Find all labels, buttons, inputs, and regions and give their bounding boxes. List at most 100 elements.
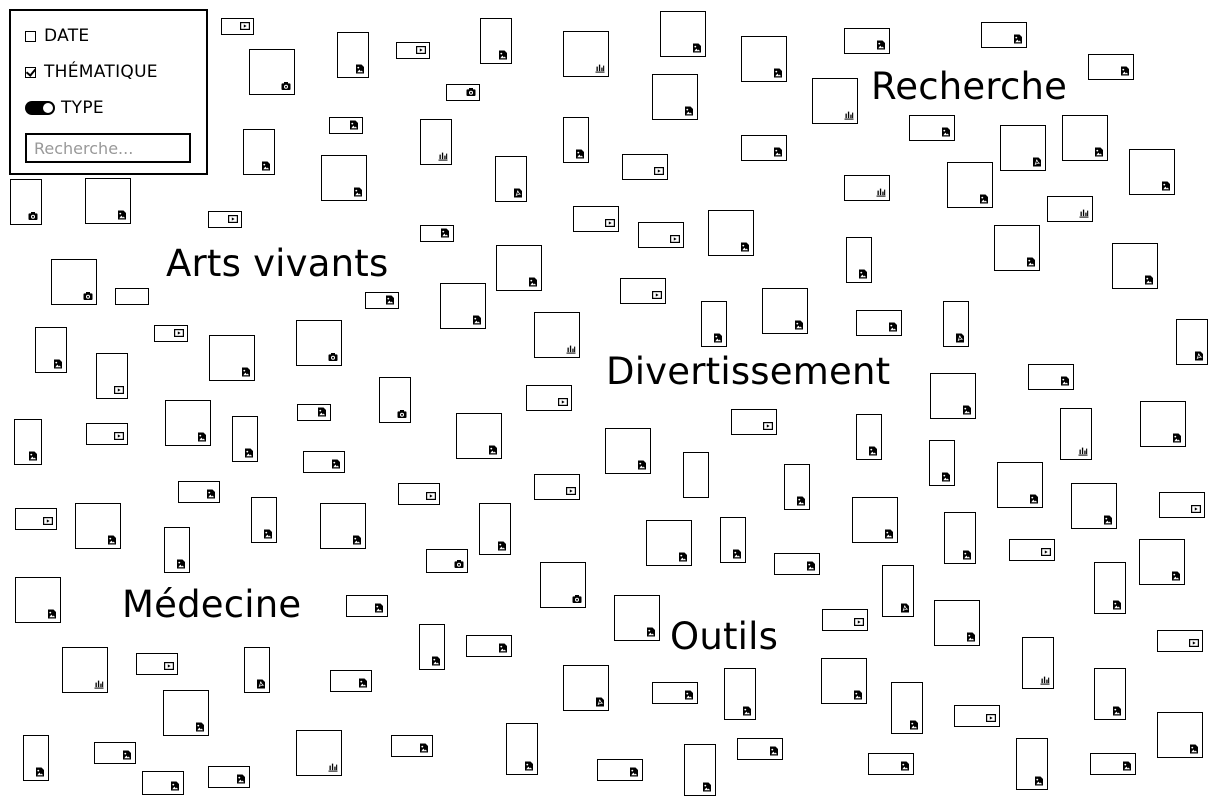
media-tile[interactable] bbox=[929, 440, 955, 486]
media-tile[interactable] bbox=[1062, 115, 1108, 161]
media-tile[interactable] bbox=[297, 404, 331, 421]
media-tile[interactable] bbox=[244, 647, 270, 693]
media-tile[interactable] bbox=[466, 635, 512, 657]
filter-type[interactable]: TYPE bbox=[25, 98, 104, 118]
media-tile[interactable] bbox=[981, 22, 1027, 48]
media-tile[interactable] bbox=[85, 178, 131, 224]
media-tile[interactable] bbox=[882, 565, 914, 617]
checkbox-checked-icon[interactable] bbox=[25, 66, 36, 78]
media-tile[interactable] bbox=[23, 735, 49, 781]
media-tile[interactable] bbox=[1071, 483, 1117, 529]
media-tile[interactable] bbox=[724, 668, 756, 720]
media-tile[interactable] bbox=[419, 624, 445, 670]
media-tile[interactable] bbox=[1157, 712, 1203, 758]
media-tile[interactable] bbox=[303, 451, 345, 473]
media-tile[interactable] bbox=[1022, 637, 1054, 689]
media-tile[interactable] bbox=[1047, 196, 1093, 222]
media-tile[interactable] bbox=[221, 18, 254, 35]
media-tile[interactable] bbox=[1090, 753, 1136, 775]
media-tile[interactable] bbox=[954, 705, 1000, 727]
media-tile[interactable] bbox=[330, 670, 372, 692]
media-tile[interactable] bbox=[480, 18, 512, 64]
media-tile[interactable] bbox=[243, 129, 275, 175]
media-tile[interactable] bbox=[208, 211, 242, 228]
media-tile[interactable] bbox=[534, 474, 580, 500]
media-tile[interactable] bbox=[296, 320, 342, 366]
media-tile[interactable] bbox=[440, 283, 486, 329]
media-tile[interactable] bbox=[446, 84, 480, 101]
media-tile[interactable] bbox=[737, 738, 783, 760]
media-tile[interactable] bbox=[620, 278, 666, 304]
media-tile[interactable] bbox=[660, 11, 706, 57]
media-tile[interactable] bbox=[684, 744, 716, 796]
media-tile[interactable] bbox=[115, 288, 149, 305]
media-tile[interactable] bbox=[856, 310, 902, 336]
media-tile[interactable] bbox=[1009, 539, 1055, 561]
media-tile[interactable] bbox=[934, 600, 980, 646]
media-tile[interactable] bbox=[701, 301, 727, 347]
media-tile[interactable] bbox=[178, 481, 220, 503]
media-tile[interactable] bbox=[563, 117, 589, 163]
media-tile[interactable] bbox=[605, 428, 651, 474]
media-tile[interactable] bbox=[652, 682, 698, 704]
media-tile[interactable] bbox=[563, 31, 609, 77]
media-tile[interactable] bbox=[534, 312, 580, 358]
media-tile[interactable] bbox=[994, 225, 1040, 271]
media-tile[interactable] bbox=[154, 325, 188, 342]
media-tile[interactable] bbox=[398, 483, 440, 505]
media-tile[interactable] bbox=[94, 742, 136, 764]
media-tile[interactable] bbox=[708, 210, 754, 256]
media-tile[interactable] bbox=[296, 730, 342, 776]
filter-date[interactable]: DATE bbox=[25, 26, 89, 46]
media-tile[interactable] bbox=[320, 503, 366, 549]
category-label-divertissement[interactable]: Divertissement bbox=[606, 350, 891, 393]
media-tile[interactable] bbox=[379, 377, 411, 423]
media-tile[interactable] bbox=[762, 288, 808, 334]
search-input[interactable] bbox=[25, 133, 191, 163]
media-tile[interactable] bbox=[868, 753, 914, 775]
media-tile[interactable] bbox=[930, 373, 976, 419]
media-tile[interactable] bbox=[1112, 243, 1158, 289]
media-tile[interactable] bbox=[731, 409, 777, 435]
category-label-recherche[interactable]: Recherche bbox=[871, 65, 1068, 108]
checkbox-icon[interactable] bbox=[25, 30, 36, 42]
media-tile[interactable] bbox=[396, 42, 430, 59]
media-tile[interactable] bbox=[573, 206, 619, 232]
media-tile[interactable] bbox=[35, 327, 67, 373]
media-tile[interactable] bbox=[683, 452, 709, 498]
media-tile[interactable] bbox=[652, 74, 698, 120]
media-tile[interactable] bbox=[891, 682, 923, 734]
media-tile[interactable] bbox=[812, 78, 858, 124]
media-tile[interactable] bbox=[1000, 125, 1046, 171]
media-tile[interactable] bbox=[1028, 364, 1074, 390]
media-tile[interactable] bbox=[1176, 319, 1208, 365]
media-tile[interactable] bbox=[426, 549, 468, 573]
media-tile[interactable] bbox=[329, 117, 363, 134]
media-tile[interactable] bbox=[540, 562, 586, 608]
media-tile[interactable] bbox=[346, 595, 388, 617]
media-tile[interactable] bbox=[249, 49, 295, 95]
media-tile[interactable] bbox=[944, 512, 976, 564]
media-tile[interactable] bbox=[495, 156, 527, 202]
media-tile[interactable] bbox=[321, 155, 367, 201]
media-tile[interactable] bbox=[51, 259, 97, 305]
media-tile[interactable] bbox=[614, 595, 660, 641]
media-tile[interactable] bbox=[136, 653, 178, 675]
media-tile[interactable] bbox=[563, 665, 609, 711]
media-tile[interactable] bbox=[337, 32, 369, 78]
media-tile[interactable] bbox=[208, 766, 250, 788]
media-tile[interactable] bbox=[774, 553, 820, 575]
filter-thematique[interactable]: THÉMATIQUE bbox=[25, 62, 158, 82]
media-tile[interactable] bbox=[365, 292, 399, 309]
media-tile[interactable] bbox=[741, 36, 787, 82]
toggle-icon[interactable] bbox=[25, 101, 55, 115]
media-tile[interactable] bbox=[943, 301, 969, 347]
media-tile[interactable] bbox=[1159, 492, 1205, 518]
category-label-arts-vivants[interactable]: Arts vivants bbox=[166, 242, 389, 285]
media-tile[interactable] bbox=[420, 225, 454, 242]
media-tile[interactable] bbox=[856, 414, 882, 460]
media-tile[interactable] bbox=[506, 723, 538, 775]
media-tile[interactable] bbox=[638, 222, 684, 248]
media-tile[interactable] bbox=[846, 237, 872, 283]
media-tile[interactable] bbox=[420, 119, 452, 165]
